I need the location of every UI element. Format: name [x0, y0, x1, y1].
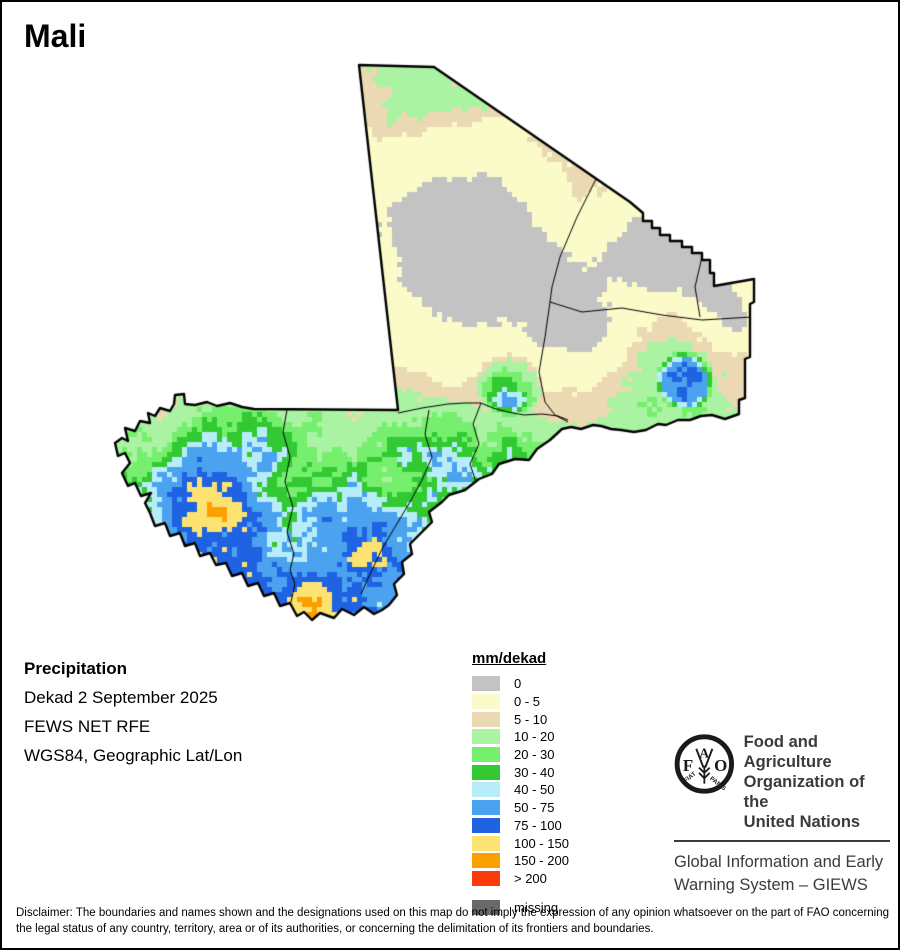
legend-item: > 200	[472, 870, 569, 888]
legend-item: 30 - 40	[472, 763, 569, 781]
legend-label: 20 - 30	[514, 747, 555, 763]
legend-swatch	[472, 782, 500, 798]
legend-label: 30 - 40	[514, 764, 555, 780]
legend-swatch	[472, 870, 500, 886]
fao-header: F A O FIAT PANIS Food and Agriculture Or…	[674, 730, 892, 832]
legend-label: 0 - 5	[514, 694, 541, 710]
legend-item: 100 - 150	[472, 834, 569, 852]
fao-organization-name: Food and Agriculture Organization of the…	[743, 733, 865, 831]
legend-label: 40 - 50	[514, 782, 555, 798]
disclaimer-text: Disclaimer: The boundaries and names sho…	[16, 907, 890, 935]
legend-item: 150 - 200	[472, 852, 569, 870]
legend-label: 10 - 20	[514, 729, 555, 745]
legend-label: 100 - 150	[514, 835, 569, 851]
legend-label: 150 - 200	[514, 853, 569, 869]
source-label: FEWS NET RFE	[24, 717, 151, 736]
giews-label: Global Information and Early Warning Sys…	[674, 853, 884, 894]
legend-item-missing: missing	[472, 898, 569, 916]
dekad-label: Dekad 2 September 2025	[24, 688, 218, 707]
legend-swatch	[472, 729, 500, 745]
map-info-block: Precipitation Dekad 2 September 2025 FEW…	[24, 654, 242, 770]
legend-swatch	[472, 711, 500, 727]
svg-text:A: A	[699, 746, 709, 761]
legend-swatch	[472, 747, 500, 763]
legend-swatch	[472, 676, 500, 692]
legend-item: 20 - 30	[472, 746, 569, 764]
legend-item: 0	[472, 675, 569, 693]
legend-item: 10 - 20	[472, 728, 569, 746]
legend-swatch	[472, 694, 500, 710]
legend-title: mm/dekad	[472, 650, 547, 667]
legend-item: 40 - 50	[472, 781, 569, 799]
product-name: Precipitation	[24, 659, 127, 678]
legend-label: 0	[514, 676, 522, 692]
svg-text:O: O	[714, 756, 727, 775]
legend-swatch	[472, 817, 500, 833]
fao-divider	[674, 840, 890, 842]
legend-label: 75 - 100	[514, 817, 562, 833]
page-title: Mali	[24, 18, 87, 54]
legend-item: 5 - 10	[472, 710, 569, 728]
legend-label: 5 - 10	[514, 711, 548, 727]
projection-label: WGS84, Geographic Lat/Lon	[24, 746, 243, 765]
legend-label: > 200	[514, 870, 547, 886]
svg-text:F: F	[683, 756, 693, 775]
legend-swatch	[472, 764, 500, 780]
legend-swatch	[472, 899, 500, 915]
legend-swatch	[472, 800, 500, 816]
legend-item: 50 - 75	[472, 799, 569, 817]
legend-swatch	[472, 835, 500, 851]
fao-logo-icon: F A O FIAT PANIS	[674, 734, 735, 794]
legend-label: 50 - 75	[514, 800, 555, 816]
fao-giews-block: F A O FIAT PANIS Food and Agriculture Or…	[674, 730, 892, 897]
legend-label: missing	[514, 899, 559, 915]
legend-item: 0 - 5	[472, 693, 569, 711]
legend-swatch	[472, 853, 500, 869]
legend-item: 75 - 100	[472, 817, 569, 835]
